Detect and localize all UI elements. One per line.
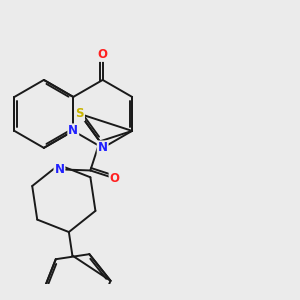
Text: O: O xyxy=(110,172,120,185)
Text: S: S xyxy=(76,107,84,120)
Text: N: N xyxy=(98,141,108,154)
Text: N: N xyxy=(55,163,64,176)
Text: N: N xyxy=(68,124,78,137)
Text: O: O xyxy=(98,48,108,61)
